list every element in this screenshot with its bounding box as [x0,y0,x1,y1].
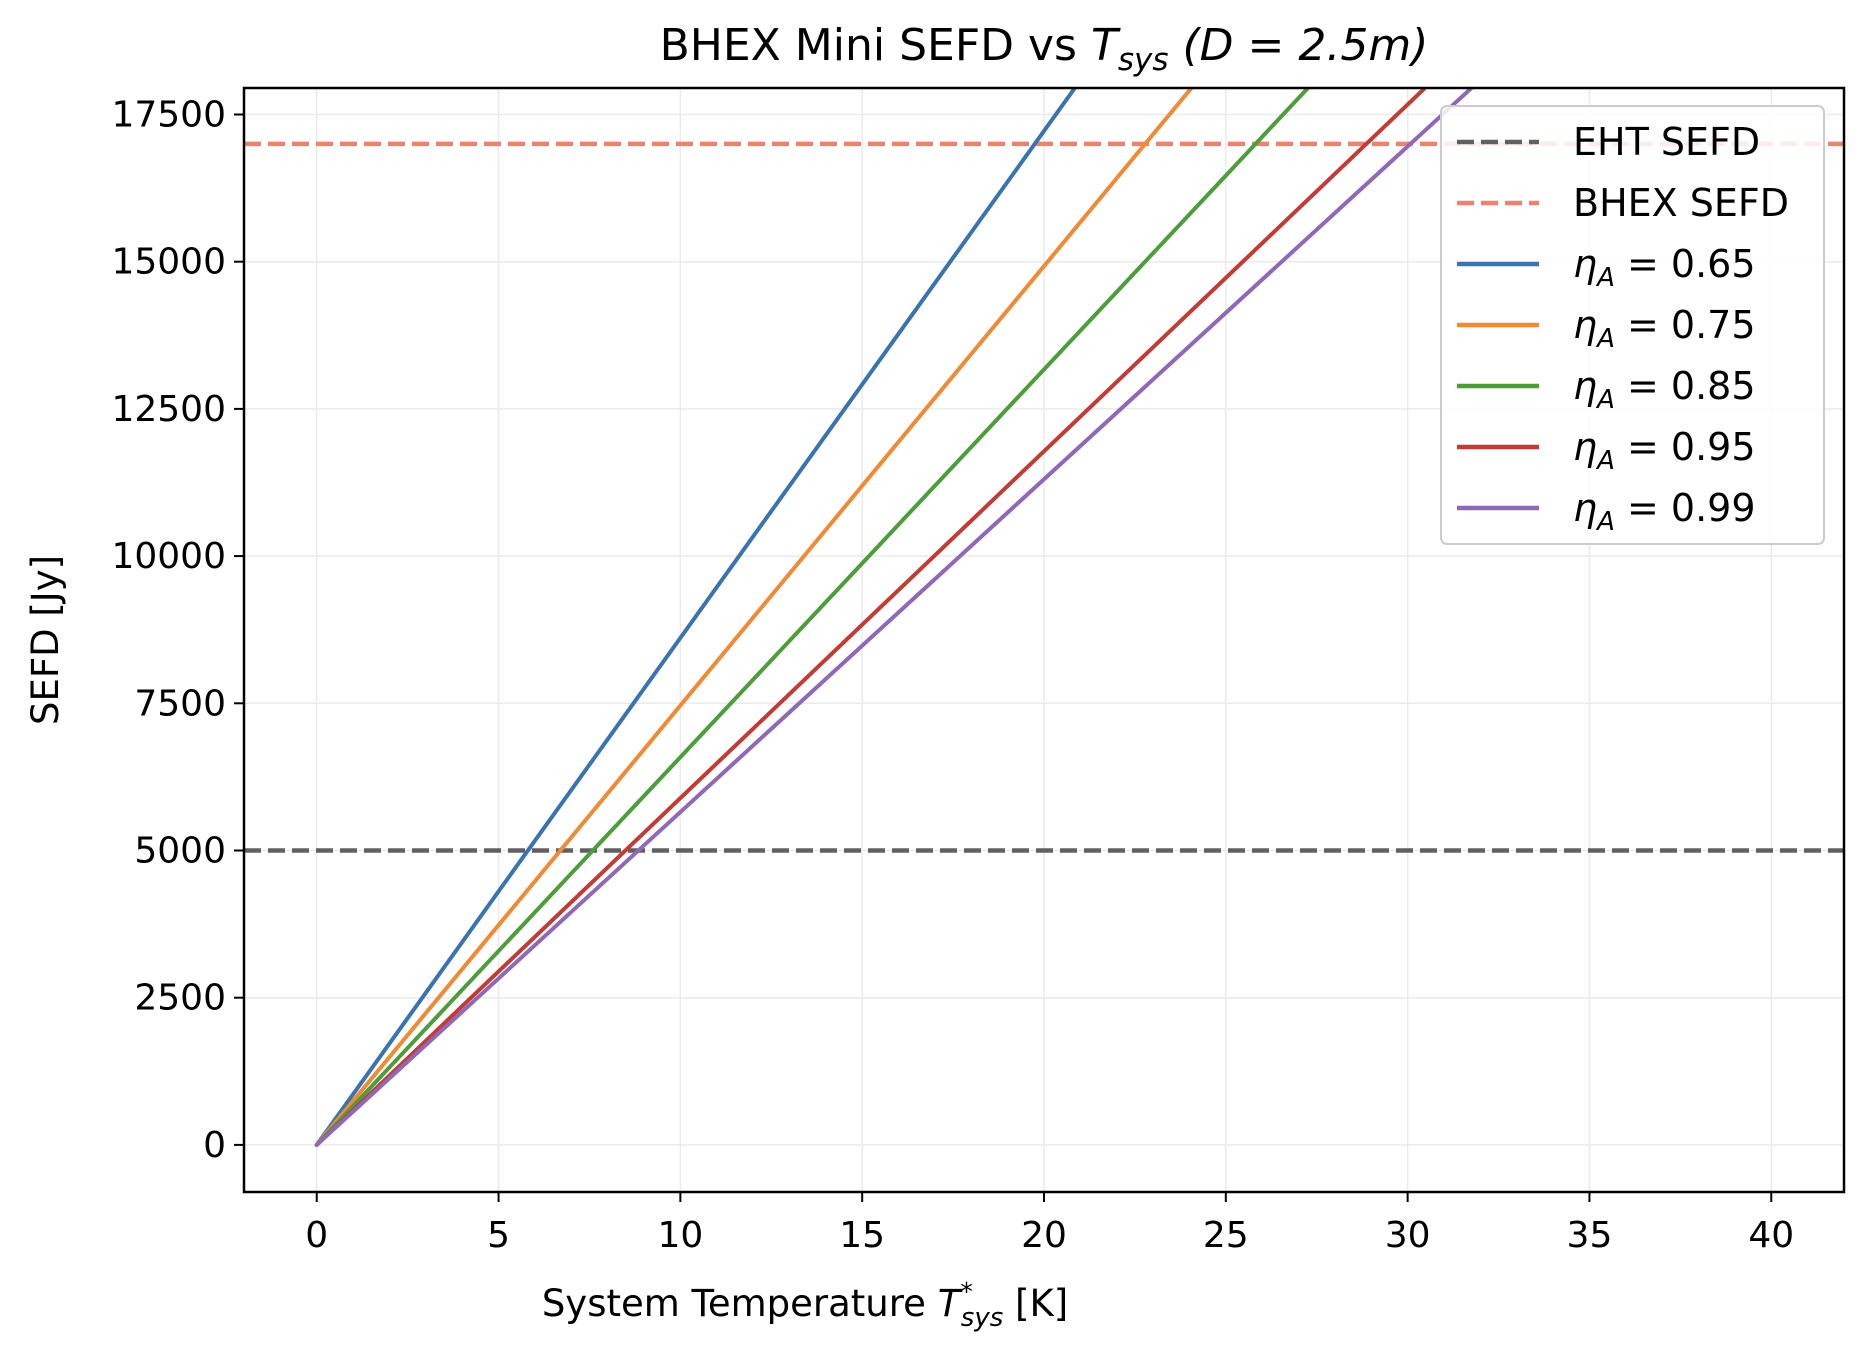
x-tick-label: 30 [1385,1215,1431,1256]
x-tick-label: 40 [1748,1215,1794,1256]
series-line-0.75 [314,88,1194,1147]
y-tick-label: 5000 [134,830,226,871]
x-tick-label: 35 [1567,1215,1613,1256]
legend-label: ηA = 0.65 [1573,242,1756,293]
series-line-0.65 [314,88,1078,1147]
x-tick-label: 15 [839,1215,885,1256]
legend: EHT SEFD BHEX SEFD ηA = 0.65 ηA = 0.75 ηA = … [1440,105,1825,545]
legend-label: ηA = 0.99 [1573,486,1756,537]
chart-title: BHEX Mini SEFD vs Tsys (D = 2.5m) [660,20,1429,78]
series-line-0.99 [314,88,1475,1147]
chart-title-paren: (D = 2.5m) [1169,20,1429,71]
legend-label: ηA = 0.85 [1573,364,1756,415]
legend-label: ηA = 0.75 [1573,303,1756,354]
x-axis-label-unit: [K] [1003,1282,1068,1325]
x-tick-label: 20 [1021,1215,1067,1256]
x-tick-label: 5 [487,1215,510,1256]
chart-title-symbol: T [1091,20,1121,71]
y-tick-label: 2500 [134,978,226,1019]
y-tick-label: 7500 [134,683,226,724]
y-tick-label: 12500 [111,389,226,430]
y-tick-label: 17500 [111,94,226,135]
series-line-0.95 [314,88,1428,1147]
x-tick-label: 10 [657,1215,703,1256]
x-axis-label-subscript: sys [961,1303,1003,1333]
y-axis: 0 2500 5000 7500 10000 12500 15000 17500 [111,94,244,1166]
x-tick-label: 0 [305,1215,328,1256]
legend-label: EHT SEFD [1573,120,1760,164]
legend-box [1440,105,1825,545]
series-line-0.85 [314,88,1311,1147]
y-tick-label: 15000 [111,242,226,283]
legend-label: ηA = 0.95 [1573,425,1756,476]
y-tick-label: 0 [203,1125,226,1166]
chart-title-subscript: sys [1118,42,1169,78]
x-tick-label: 25 [1203,1215,1249,1256]
x-axis-label-superscript: * [960,1277,973,1306]
x-axis: 0 5 10 15 20 25 30 35 40 [305,1192,1794,1256]
legend-label: BHEX SEFD [1573,181,1789,225]
y-tick-label: 10000 [111,536,226,577]
chart-title-main: BHEX Mini SEFD vs [660,20,1091,71]
x-axis-label-main: System Temperature [542,1282,938,1325]
x-axis-label-symbol: T [938,1282,963,1325]
y-axis-label: SEFD [Jy] [24,555,67,725]
x-axis-label: System Temperature T* sys [K] [542,1277,1068,1333]
